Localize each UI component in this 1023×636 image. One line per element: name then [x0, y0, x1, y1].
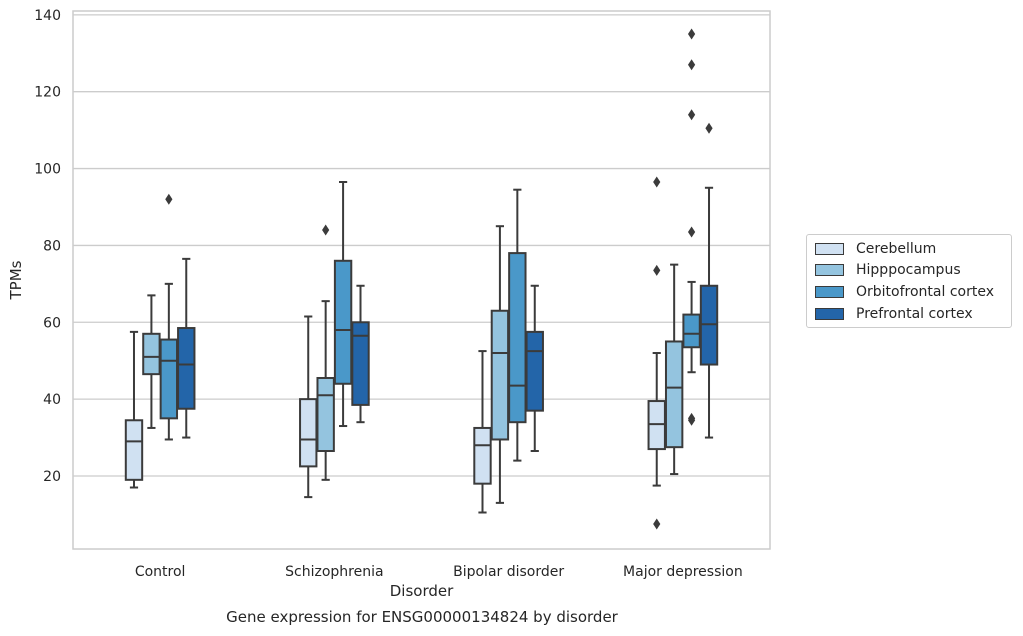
legend-label: Prefrontal cortex — [856, 306, 973, 322]
legend-label: Hipppocampus — [856, 262, 961, 278]
legend-swatch — [815, 264, 844, 276]
x-tick-label: Schizophrenia — [285, 564, 383, 580]
x-tick-label: Control — [135, 564, 186, 580]
chart-caption: Gene expression for ENSG00000134824 by d… — [226, 608, 618, 626]
box — [333, 259, 353, 385]
legend-item-orbitofrontal-cortex: Orbitofrontal cortex — [815, 282, 994, 302]
box — [159, 338, 179, 420]
outlier-point — [705, 122, 713, 134]
x-tick-label: Major depression — [623, 564, 743, 580]
box — [299, 398, 318, 468]
y-tick-label: 100 — [34, 162, 61, 178]
legend-swatch — [815, 308, 844, 320]
plot-area-frame — [72, 10, 771, 550]
y-axis-label: TPMs — [7, 260, 25, 300]
legend: Cerebellum Hipppocampus Orbitofrontal co… — [806, 234, 1012, 328]
x-tick-label: Bipolar disorder — [453, 564, 564, 580]
box — [316, 376, 335, 453]
outlier-point — [687, 226, 696, 238]
box — [142, 332, 161, 376]
y-axis-ticks: 20 40 60 80 100 120 140 — [34, 8, 61, 485]
box — [351, 321, 370, 406]
legend-swatch — [815, 243, 844, 255]
outlier-point — [653, 176, 661, 188]
legend-label: Cerebellum — [856, 241, 937, 257]
box — [124, 419, 144, 481]
box — [525, 330, 544, 412]
box — [473, 426, 492, 485]
box — [508, 252, 527, 424]
outlier-point — [653, 518, 661, 530]
box — [490, 309, 510, 441]
outlier-point — [687, 109, 696, 121]
outlier-point — [165, 193, 173, 205]
legend-label: Orbitofrontal cortex — [856, 284, 994, 300]
y-tick-label: 120 — [34, 85, 61, 101]
x-axis-label: Disorder — [390, 582, 454, 600]
box — [682, 313, 701, 349]
legend-swatch — [815, 286, 844, 298]
y-tick-label: 60 — [43, 315, 61, 331]
y-tick-label: 40 — [43, 392, 61, 408]
box — [664, 340, 684, 449]
outlier-point — [653, 264, 661, 276]
y-tick-label: 20 — [43, 469, 61, 485]
x-axis-ticks: Control Schizophrenia Bipolar disorder Majo… — [135, 564, 743, 580]
legend-item-cerebellum: Cerebellum — [815, 239, 936, 259]
outlier-point — [687, 59, 696, 71]
y-tick-label: 140 — [34, 8, 61, 24]
outlier-point — [687, 28, 696, 40]
legend-item-hippocampus: Hipppocampus — [815, 260, 961, 280]
box — [177, 327, 196, 410]
y-tick-label: 80 — [43, 238, 61, 254]
outlier-point — [322, 224, 330, 236]
outlier-point — [687, 412, 696, 424]
box-series — [124, 28, 719, 530]
legend-item-prefrontal-cortex: Prefrontal cortex — [815, 304, 973, 324]
